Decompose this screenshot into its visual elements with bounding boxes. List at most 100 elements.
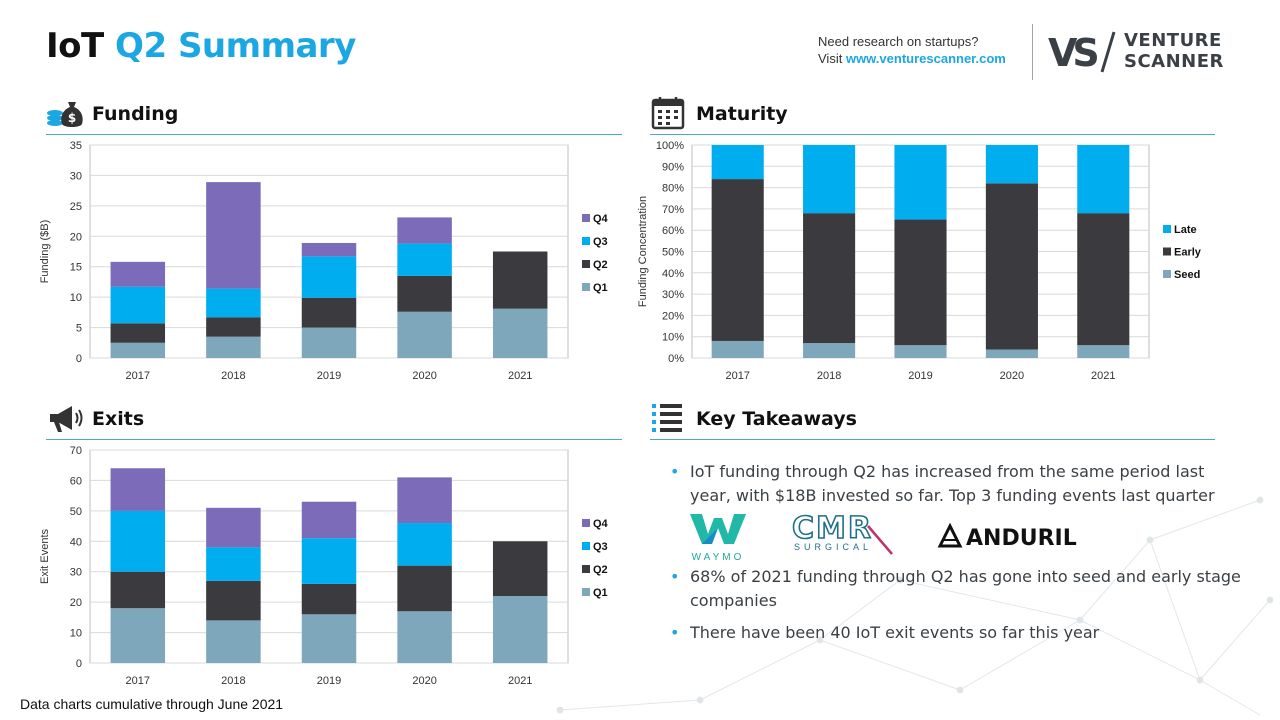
bar-segment-q2: [301, 583, 357, 615]
anduril-logo: ANDURIL: [937, 522, 1077, 551]
bar-segment-q1: [301, 327, 357, 358]
section-funding-header: $ Funding: [46, 96, 606, 130]
section-exits-title: Exits: [92, 408, 145, 430]
logo-mark-text: VS: [1048, 31, 1097, 75]
legend-swatch: [582, 283, 590, 291]
bar-segment-q2: [206, 317, 261, 337]
bar-segment-q1: [397, 611, 452, 663]
logo-line-venture: VENTURE: [1124, 30, 1222, 51]
legend-label: Q3: [593, 236, 608, 248]
x-tick-label: 2017: [126, 675, 150, 687]
y-tick-label: 100%: [656, 140, 684, 152]
bar-segment-seed: [711, 340, 764, 358]
promo-visit: Visit: [818, 51, 843, 66]
y-tick-label: 20: [70, 231, 82, 243]
legend-swatch: [1163, 270, 1171, 278]
legend-label: Late: [1174, 224, 1197, 236]
bar-segment-late: [985, 145, 1038, 184]
y-tick-label: 30: [70, 567, 82, 579]
top-funding-companies: WAYMO CMR SURGICAL ANDURIL: [690, 510, 1077, 563]
header-divider: [1032, 24, 1033, 80]
bar-segment-late: [711, 145, 764, 180]
x-tick-label: 2019: [317, 675, 341, 687]
legend-swatch: [582, 260, 590, 268]
cmr-surgical-logo: CMR SURGICAL: [791, 510, 893, 555]
x-tick-label: 2018: [221, 370, 245, 382]
y-tick-label: 20: [70, 597, 82, 609]
y-tick-label: 70: [70, 445, 82, 457]
legend-label: Q3: [593, 541, 608, 553]
bar-segment-q1: [206, 620, 261, 663]
bar-segment-q3: [301, 538, 357, 584]
bar-segment-q2: [206, 580, 261, 621]
bar-segment-q2: [492, 541, 548, 597]
y-tick-label: 5: [76, 323, 82, 335]
x-tick-label: 2017: [725, 370, 749, 382]
bar-segment-early: [985, 183, 1038, 350]
bar-segment-q2: [110, 571, 166, 609]
x-tick-label: 2019: [908, 370, 932, 382]
section-funding-rule: [46, 134, 622, 135]
y-tick-label: 15: [70, 262, 82, 274]
bar-segment-q4: [110, 261, 166, 287]
y-tick-label: 50: [70, 506, 82, 518]
bar-segment-q1: [206, 336, 261, 358]
legend-swatch: [582, 237, 590, 245]
x-tick-label: 2017: [126, 370, 150, 382]
legend-swatch: [582, 588, 590, 596]
y-tick-label: 0: [76, 658, 82, 670]
legend-label: Seed: [1174, 269, 1200, 281]
waymo-wordmark: WAYMO: [692, 552, 745, 563]
plot-area: [691, 144, 1150, 359]
y-tick-label: 0%: [668, 353, 684, 365]
legend-label: Q1: [593, 587, 608, 599]
megaphone-icon: [50, 406, 83, 432]
x-tick-label: 2018: [221, 675, 245, 687]
section-takeaways-header: Key Takeaways: [650, 401, 1210, 435]
footnote: Data charts cumulative through June 2021: [20, 696, 284, 712]
bar-segment-seed: [985, 349, 1038, 358]
bar-segment-early: [894, 219, 947, 346]
bar-segment-seed: [1077, 345, 1130, 358]
x-tick-label: 2020: [1000, 370, 1024, 382]
bar-segment-q2: [397, 565, 452, 612]
bar-segment-late: [803, 145, 856, 214]
x-tick-label: 2018: [817, 370, 841, 382]
y-tick-label: 10: [70, 292, 82, 304]
takeaway-item: • 68% of 2021 funding through Q2 has gon…: [670, 565, 1250, 613]
y-tick-label: 35: [70, 140, 82, 152]
bar-segment-early: [711, 179, 764, 341]
y-axis-label: Exit Events: [39, 528, 51, 584]
promo-link[interactable]: www.venturescanner.com: [845, 51, 1006, 66]
section-funding-title: Funding: [92, 103, 179, 125]
bar-segment-q2: [492, 251, 548, 309]
y-tick-label: 70%: [662, 204, 684, 216]
section-exits-rule: [46, 439, 622, 440]
x-tick-label: 2021: [508, 675, 532, 687]
bar-segment-q3: [110, 510, 166, 572]
y-tick-label: 40: [70, 536, 82, 548]
plot-area: [89, 449, 569, 664]
page-title: IoT Q2 Summary: [46, 26, 356, 66]
section-exits-header: Exits: [46, 401, 606, 435]
logo-line-scanner: SCANNER: [1124, 51, 1224, 72]
bar-segment-q1: [301, 614, 357, 663]
calendar-icon: [651, 97, 685, 130]
legend-label: Q4: [593, 213, 609, 225]
bar-segment-q1: [110, 608, 166, 663]
section-maturity-header: Maturity: [650, 96, 1210, 130]
plot-area: [89, 144, 569, 359]
takeaway-text: There have been 40 IoT exit events so fa…: [690, 623, 1100, 642]
legend-label: Early: [1174, 247, 1202, 259]
legend-swatch: [582, 565, 590, 573]
money-bag-icon: $: [47, 102, 83, 127]
bar-segment-q1: [492, 308, 548, 358]
y-tick-label: 90%: [662, 161, 684, 173]
section-takeaways-rule: [650, 439, 1215, 440]
legend-swatch: [1163, 225, 1171, 233]
svg-text:$: $: [68, 111, 76, 125]
legend-label: Q1: [593, 282, 608, 294]
bar-segment-q4: [301, 242, 357, 257]
legend-label: Q2: [593, 259, 608, 271]
bar-segment-early: [803, 213, 856, 344]
